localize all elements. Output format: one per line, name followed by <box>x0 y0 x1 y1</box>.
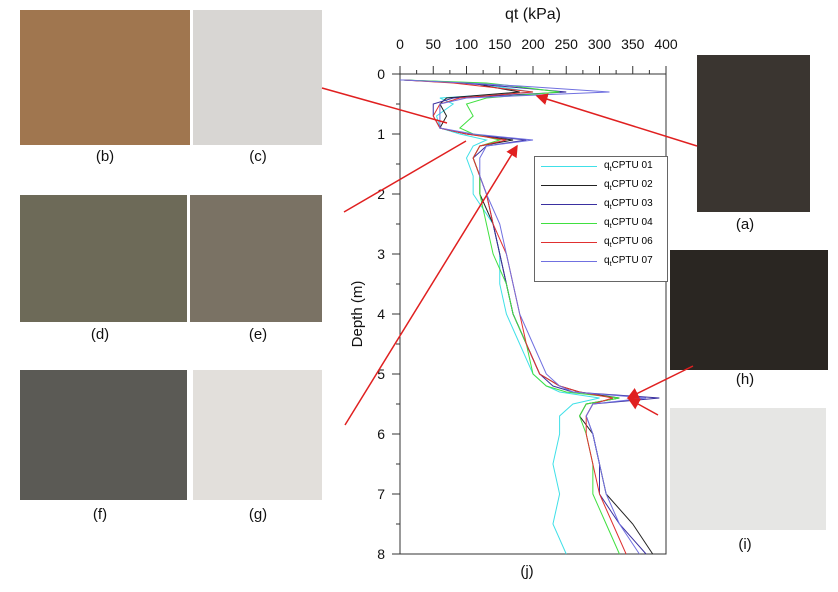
photo-g <box>193 370 322 500</box>
pointer-arrow <box>626 365 694 399</box>
legend-entry: qtCPTU 03 <box>541 195 667 214</box>
photo-h <box>670 250 828 370</box>
y-tick-label: 0 <box>377 66 385 82</box>
photo-d <box>20 195 187 322</box>
panel-label-c: (c) <box>249 148 267 165</box>
panel-label-e: (e) <box>248 326 268 343</box>
pointer-arrow <box>344 144 518 426</box>
photo-i <box>670 408 826 530</box>
series-line-cptu-02 <box>400 79 654 555</box>
legend-entry: qtCPTU 07 <box>541 252 667 271</box>
photo-b <box>20 10 190 145</box>
y-axis-label: Depth (m) <box>349 281 366 348</box>
y-tick-label: 7 <box>377 486 385 502</box>
x-tick-label: 350 <box>621 36 645 52</box>
x-tick-label: 200 <box>521 36 545 52</box>
y-tick-label: 3 <box>377 246 385 262</box>
x-tick-label: 50 <box>425 36 441 52</box>
panel-label-b: (b) <box>95 148 115 165</box>
legend-entry: qtCPTU 06 <box>541 233 667 252</box>
y-tick-label: 1 <box>377 126 385 142</box>
series-line-cptu-04 <box>400 79 620 555</box>
y-tick-label: 2 <box>377 186 385 202</box>
x-tick-label: 300 <box>588 36 612 52</box>
x-tick-label: 150 <box>488 36 512 52</box>
panel-label-d: (d) <box>90 326 110 343</box>
pointer-arrow <box>343 140 467 213</box>
panel-label-h: (h) <box>735 371 755 388</box>
x-axis-label: qt (kPa) <box>504 6 562 23</box>
photo-a <box>697 55 810 212</box>
y-tick-label: 8 <box>377 546 385 562</box>
photo-e <box>190 195 322 322</box>
panel-label-g: (g) <box>248 506 268 523</box>
pointer-arrow <box>627 398 659 416</box>
x-tick-label: 250 <box>555 36 579 52</box>
photo-f <box>20 370 187 500</box>
pointer-arrow <box>535 93 698 147</box>
panel-label-a: (a) <box>735 216 755 233</box>
x-tick-label: 100 <box>455 36 479 52</box>
pointer-arrow <box>321 87 448 124</box>
panel-label-j: (j) <box>520 563 534 580</box>
y-tick-label: 5 <box>377 366 385 382</box>
series-line-cptu-01 <box>400 79 600 555</box>
y-tick-label: 6 <box>377 426 385 442</box>
legend-entry: qtCPTU 01 <box>541 157 667 176</box>
legend-entry: qtCPTU 04 <box>541 214 667 233</box>
series-line-cptu-03 <box>400 79 660 555</box>
x-tick-label: 0 <box>396 36 404 52</box>
photo-c <box>193 10 322 145</box>
x-tick-label: 400 <box>654 36 678 52</box>
series-line-cptu-07 <box>400 79 647 555</box>
panel-label-f: (f) <box>92 506 108 523</box>
panel-label-i: (i) <box>738 536 752 553</box>
chart-legend: qtCPTU 01 qtCPTU 02 qtCPTU 03 qtCPTU 04 qtCP… <box>534 156 668 282</box>
plot-frame <box>399 73 667 555</box>
legend-entry: qtCPTU 02 <box>541 176 667 195</box>
y-tick-label: 4 <box>377 306 385 322</box>
